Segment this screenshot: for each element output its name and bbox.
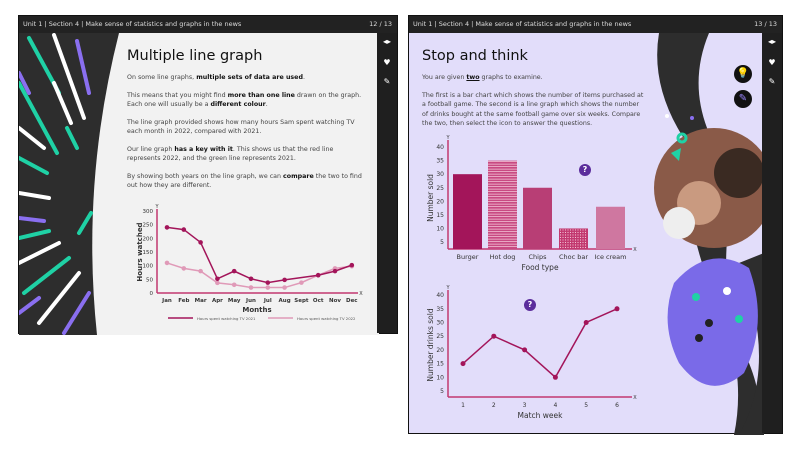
pencil-icon[interactable]: ✎ — [383, 77, 391, 86]
prev-next-arrows-icon[interactable]: ◂▸ — [382, 37, 392, 46]
title-bar: Unit 1 | Section 4 | Make sense of stati… — [409, 16, 782, 33]
slide-content: Multiple line graph On some line graphs,… — [19, 33, 379, 335]
hint-lightbulb-button[interactable]: 💡 — [734, 65, 752, 83]
decorative-background — [654, 33, 764, 435]
slide-content: 💡 ✎ Stop and think You are given two gra… — [409, 33, 764, 435]
slide-window-right: Unit 1 | Section 4 | Make sense of stati… — [408, 15, 783, 435]
slide-window-left: Unit 1 | Section 4 | Make sense of stati… — [18, 15, 398, 335]
page-counter: 12 / 13 — [369, 20, 392, 28]
page-counter: 13 / 13 — [754, 20, 777, 28]
slide-text: You are given two graphs to examine. The… — [422, 74, 644, 127]
title-bar: Unit 1 | Section 4 | Make sense of stati… — [19, 16, 397, 33]
slide-text: On some line graphs, multiple sets of da… — [127, 74, 362, 189]
answer-questions-button[interactable]: ✎ — [734, 90, 752, 108]
tool-sidebar: ◂▸ ♥ ✎ — [377, 33, 397, 333]
pencil-icon[interactable]: ✎ — [768, 77, 776, 86]
slide-title: Stop and think — [422, 48, 528, 64]
tool-sidebar: ◂▸ ♥ ✎ — [762, 33, 782, 433]
prev-next-arrows-icon[interactable]: ◂▸ — [767, 37, 777, 46]
question-icon-line-graph[interactable]: ? — [524, 299, 536, 311]
slide-title: Multiple line graph — [127, 48, 263, 64]
heart-icon[interactable]: ♥ — [383, 58, 391, 67]
breadcrumb: Unit 1 | Section 4 | Make sense of stati… — [413, 20, 632, 28]
question-icon-bar-chart[interactable]: ? — [579, 164, 591, 176]
breadcrumb: Unit 1 | Section 4 | Make sense of stati… — [23, 20, 242, 28]
heart-icon[interactable]: ♥ — [768, 58, 776, 67]
